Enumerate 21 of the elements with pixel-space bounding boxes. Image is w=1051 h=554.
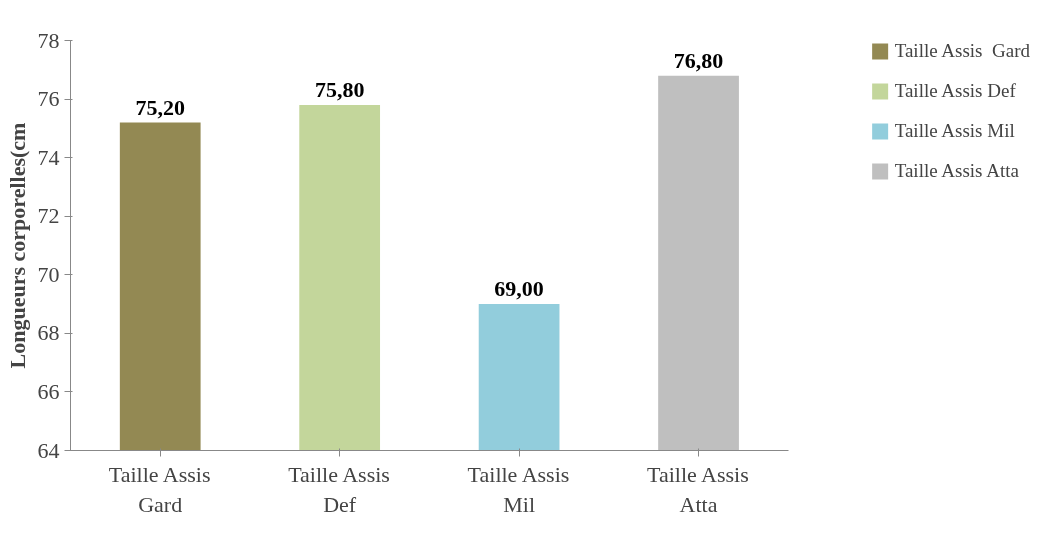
x-tick-label: Taille Assis Gard xyxy=(108,461,211,517)
legend-label: Taille Assis Def xyxy=(894,80,1016,102)
x-tick-label: Taille Assis Atta xyxy=(647,461,749,517)
y-tick-label: 66 xyxy=(37,378,60,404)
y-tick-label: 72 xyxy=(37,203,60,229)
legend-label: Taille Assis Mil xyxy=(894,120,1015,142)
text: 75,80 xyxy=(314,76,365,102)
text: 69,00 xyxy=(494,276,544,302)
legend-label: Taille Assis Atta xyxy=(894,160,1019,182)
legend-label: Taille Assis Gard xyxy=(894,40,1030,62)
y-tick-label: 76 xyxy=(37,86,60,112)
y-tick-label: 78 xyxy=(37,27,60,53)
y-tick-label: 64 xyxy=(37,437,60,463)
y-tick-label: 70 xyxy=(37,261,60,287)
y-axis-title: Longueurs corporelles(cm xyxy=(4,122,30,369)
x-tick-label: Taille Assis Mil xyxy=(467,461,570,517)
x-tick-label: Taille Assis Def xyxy=(288,461,390,517)
y-tick-label: 68 xyxy=(37,320,60,346)
text: 76,80 xyxy=(673,47,724,73)
y-tick-label: 74 xyxy=(37,144,60,170)
text: 75,20 xyxy=(135,94,185,120)
